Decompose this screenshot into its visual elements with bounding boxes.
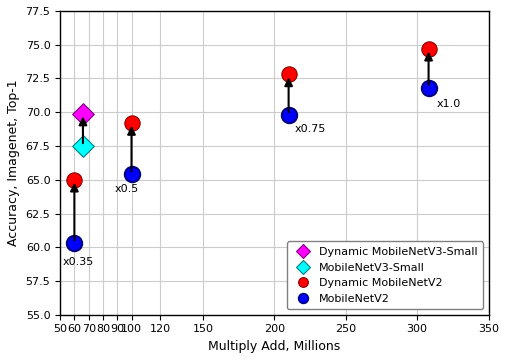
MobileNetV2 (70, 240, 78, 246)
Text: x0.35: x0.35 (63, 257, 94, 267)
MobileNetV2 (127, 171, 135, 177)
Dynamic MobileNetV2 (284, 72, 292, 77)
Dynamic MobileNetV2 (424, 46, 432, 51)
MobileNetV3-Small (79, 143, 87, 149)
Text: x0.75: x0.75 (294, 124, 325, 134)
Dynamic MobileNetV3-Small (79, 111, 87, 116)
X-axis label: Multiply Add, Millions: Multiply Add, Millions (208, 340, 340, 353)
Text: x0.5: x0.5 (114, 184, 138, 194)
MobileNetV2 (284, 112, 292, 118)
Y-axis label: Accuracy, Imagenet, Top-1: Accuracy, Imagenet, Top-1 (7, 80, 20, 246)
Dynamic MobileNetV2 (127, 120, 135, 126)
MobileNetV2 (424, 85, 432, 91)
Text: x1.0: x1.0 (436, 99, 461, 109)
Dynamic MobileNetV2 (70, 177, 78, 183)
Legend: Dynamic MobileNetV3-Small, MobileNetV3-Small, Dynamic MobileNetV2, MobileNetV2: Dynamic MobileNetV3-Small, MobileNetV3-S… (286, 242, 482, 309)
